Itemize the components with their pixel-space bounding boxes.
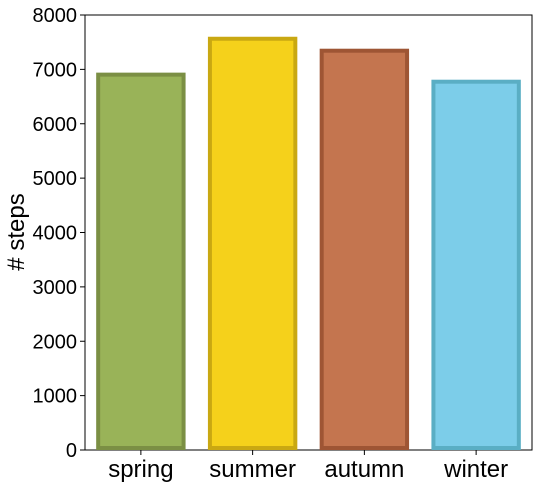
y-axis-label: # steps [3,193,30,270]
y-tick-label-4000: 4000 [33,223,78,245]
x-tick-label-summer: summer [209,456,296,483]
x-tick-label-spring: spring [108,456,173,483]
y-tick-label-1000: 1000 [33,386,78,408]
bar-spring [96,72,186,450]
x-axis: spring summer autumn winter [108,450,508,483]
y-axis: 0 1000 2000 3000 4000 5000 6000 7000 8000 [33,5,85,462]
y-tick-label-0: 0 [66,440,77,462]
y-tick-label-6000: 6000 [33,114,78,136]
bar-autumn [319,48,410,451]
y-tick-label-5000: 5000 [33,168,78,190]
y-tick-label-8000: 8000 [33,5,78,27]
bars [96,36,521,451]
x-tick-label-winter: winter [443,456,508,483]
y-tick-label-3000: 3000 [33,277,78,299]
bar-winter [431,79,521,451]
y-tick-label-7000: 7000 [33,59,78,81]
bar-summer [207,36,298,450]
y-tick-label-2000: 2000 [33,331,78,353]
x-tick-label-autumn: autumn [324,456,404,483]
